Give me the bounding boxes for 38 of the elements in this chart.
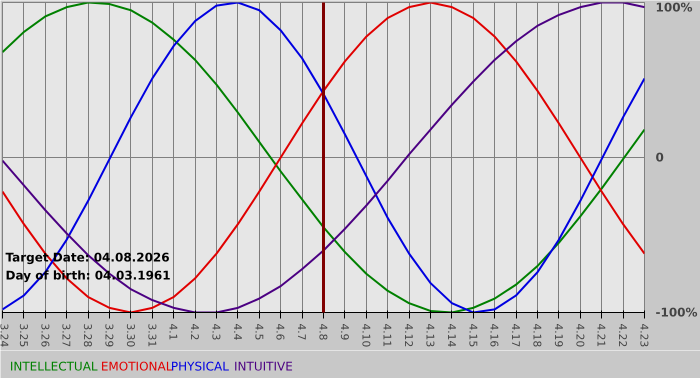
text: EMOTIONAL [100,360,173,374]
x-tick-label: 4.23 [638,324,650,348]
x-tick-label: 4.11 [380,324,394,348]
x-tick-label: 4.17 [509,324,522,348]
x-tick-label: 3.28 [81,324,94,348]
x-tick-label: 3.24 [0,324,10,348]
x-tick-label: 4.19 [552,324,565,348]
x-tick-label: 3.27 [60,324,73,348]
x-tick-label: 4.18 [530,324,544,348]
text: INTUITIVE [234,360,293,374]
x-tick-label: 4.9 [338,324,351,341]
x-tick-label: 4.13 [424,324,436,348]
x-tick-label: 4.8 [316,324,330,341]
x-tick-label: 4.14 [444,324,458,348]
x-tick-label: 4.1 [166,324,180,340]
x-tick-label: 3.30 [124,324,137,348]
x-tick-label: 4.10 [359,324,372,348]
x-tick-label: 3.26 [38,324,52,348]
text: PHYSICAL [170,360,230,374]
x-tick-label: 4.16 [488,324,501,348]
x-tick-label: 3.25 [16,324,30,348]
x-tick-label: 4.7 [295,324,308,340]
x-tick-label: 4.22 [616,324,630,348]
x-tick-label: 4.12 [402,324,416,348]
text: INTELLECTUAL [10,360,98,374]
x-tick-label: 3.31 [145,324,158,348]
x-tick-label: 4.4 [230,324,244,341]
x-tick-label: 4.20 [573,324,586,348]
x-tick-label: 4.6 [274,324,287,341]
y-tick-label: -100% [656,306,698,320]
x-tick-label: 3.29 [102,324,116,348]
y-tick-label: 100% [656,0,693,14]
x-tick-label: 4.3 [210,324,222,340]
x-tick-label: 4.15 [466,324,480,348]
x-tick-label: 4.21 [594,324,608,348]
x-tick-label: 4.2 [188,324,202,340]
y-tick-label: 0 [656,150,664,164]
x-tick-label: 4.5 [252,324,266,340]
